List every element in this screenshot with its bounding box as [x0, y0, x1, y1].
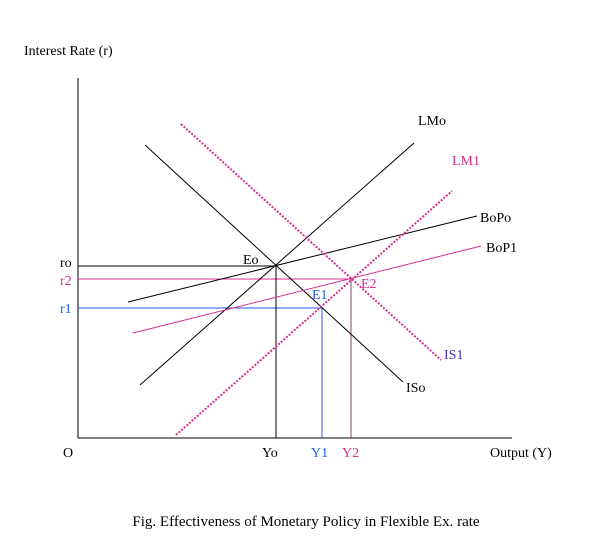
y2-label: Y2	[342, 446, 359, 461]
bop1-curve	[132, 245, 482, 334]
r2-label: r2	[60, 274, 72, 289]
lm0-label: LMo	[418, 114, 446, 129]
e2-label: E2	[361, 277, 377, 292]
figure-caption: Fig. Effectiveness of Monetary Policy in…	[132, 514, 479, 530]
y0-label: Yo	[262, 446, 278, 461]
bop0-curve	[127, 215, 478, 303]
is0-curve	[144, 144, 404, 383]
lm1-curve	[175, 190, 453, 436]
e0-label: Eo	[243, 253, 259, 268]
x-axis-label: Output (Y)	[490, 446, 552, 461]
origin-label: O	[63, 446, 73, 461]
y1-label: Y1	[311, 446, 328, 461]
bop1-label: BoP1	[486, 241, 517, 256]
y-axis-label: Interest Rate (r)	[24, 44, 113, 59]
r1-label: r1	[60, 302, 72, 317]
bop0-label: BoPo	[480, 211, 511, 226]
is1-curve	[180, 123, 442, 361]
lm0-curve	[139, 142, 415, 386]
lm1-label: LM1	[452, 154, 480, 169]
is0-label: ISo	[406, 381, 425, 396]
is1-label: IS1	[444, 348, 463, 363]
r0-label: ro	[60, 256, 72, 271]
e1-label: E1	[312, 288, 328, 303]
